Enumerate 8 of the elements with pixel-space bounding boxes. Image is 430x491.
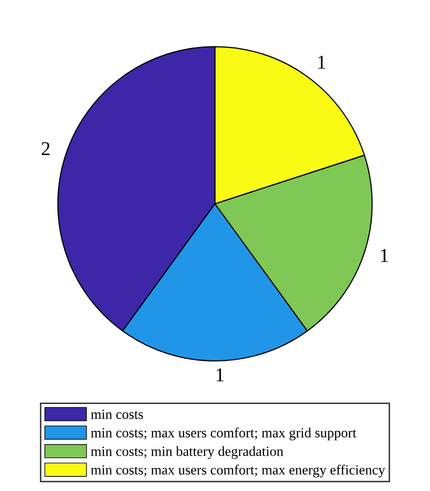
- legend-label: min costs: [90, 410, 143, 419]
- legend-label: min costs; max users comfort; max energy efficiency: [90, 464, 386, 478]
- data-label: 1: [381, 249, 388, 262]
- legend-label: min costs; max users comfort; max grid support: [90, 428, 356, 440]
- data-label: 1: [318, 56, 326, 69]
- legend-label: min costs; min battery degradation: [90, 446, 284, 459]
- data-label: 1: [216, 368, 224, 382]
- data-label: 2: [42, 142, 50, 156]
